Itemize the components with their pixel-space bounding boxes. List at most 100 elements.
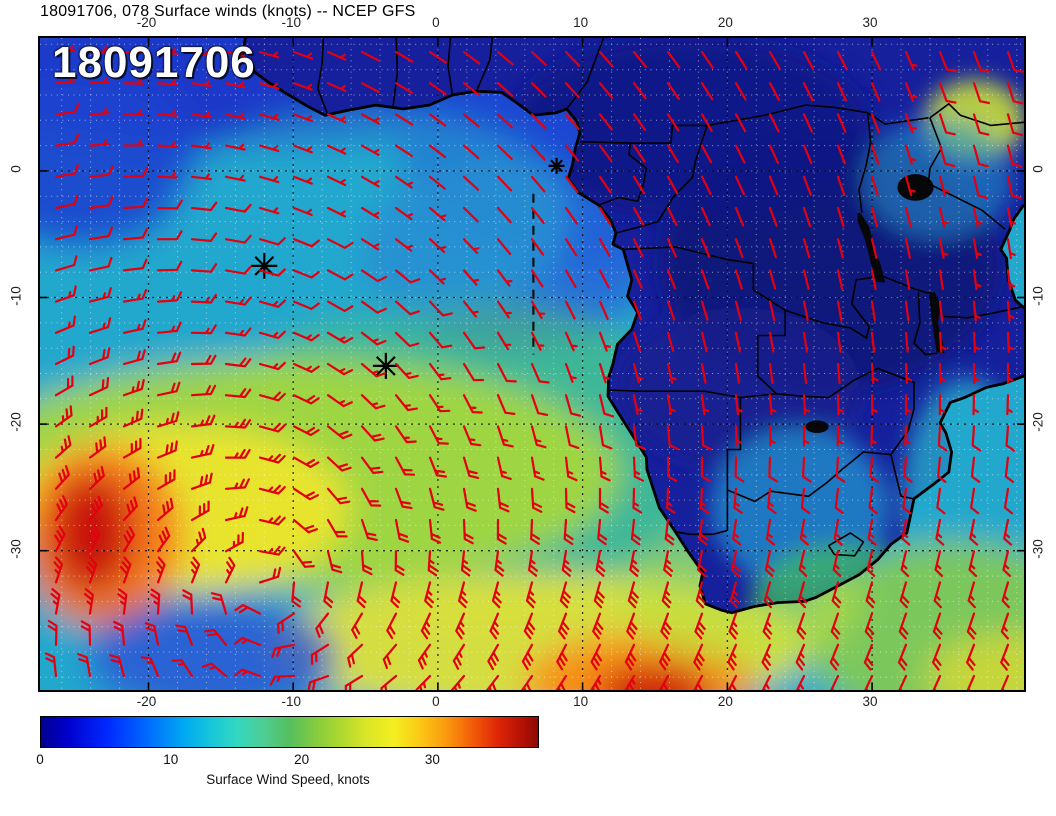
wind-barb	[660, 612, 672, 640]
wind-barb	[356, 581, 367, 609]
wind-barb	[901, 518, 911, 546]
wind-barb	[564, 425, 580, 449]
wind-barb	[666, 144, 679, 163]
wind-barb	[462, 362, 485, 382]
asterisk-marker	[251, 252, 278, 279]
wind-barb	[462, 238, 480, 255]
wind-barb	[866, 550, 876, 577]
wind-barb	[394, 50, 414, 63]
wind-barb	[292, 300, 320, 310]
wind-barb	[627, 581, 639, 609]
wind-barb	[699, 487, 710, 514]
wind-barb	[1006, 82, 1024, 105]
wind-barb	[307, 674, 330, 690]
wind-barb	[351, 612, 364, 639]
wind-barb	[496, 238, 512, 255]
map-overlay-runid: 18091706	[52, 38, 256, 87]
wind-barb	[938, 300, 944, 322]
wind-barb	[666, 113, 680, 132]
wind-barb	[868, 487, 878, 515]
wind-barb	[224, 143, 246, 151]
wind-barb	[496, 425, 514, 448]
colorbar-tick-label: 30	[424, 752, 440, 767]
wind-barb	[563, 518, 574, 546]
lat-tick-label-right: -30	[1030, 538, 1046, 559]
wind-barb	[564, 238, 578, 257]
wind-barb	[462, 50, 481, 65]
wind-barb	[972, 362, 980, 385]
wind-barb	[394, 300, 420, 316]
wind-barb	[870, 50, 882, 71]
wind-barb	[938, 394, 946, 416]
wind-barb	[530, 206, 545, 224]
wind-barb	[428, 206, 447, 222]
wind-barb	[530, 425, 547, 449]
wind-barb	[938, 238, 949, 259]
wind-barb	[360, 238, 380, 251]
wind-barb	[833, 518, 843, 546]
colorbar-tick-label: 10	[163, 752, 179, 767]
wind-barb	[54, 345, 75, 366]
wind-barb	[564, 206, 578, 225]
wind-barb	[394, 518, 410, 543]
wind-barb	[224, 234, 252, 244]
wind-barb	[88, 525, 101, 553]
wind-barb	[292, 144, 313, 154]
wind-barb	[88, 196, 114, 210]
wind-barb	[935, 518, 945, 546]
wind-barb	[258, 175, 280, 184]
wind-barb	[1006, 331, 1015, 353]
wind-barb	[972, 82, 990, 105]
wind-barb	[292, 331, 320, 342]
wind-barb	[802, 394, 811, 416]
wind-barb	[802, 425, 810, 447]
wind-barb	[156, 110, 179, 117]
wind-barb	[530, 487, 543, 513]
wind-barb	[796, 612, 807, 640]
wind-barb	[224, 418, 252, 429]
wind-barb	[224, 478, 250, 490]
wind-barb	[659, 643, 671, 671]
wind-barb	[258, 361, 286, 371]
wind-barb	[836, 238, 844, 259]
wind-barb	[360, 518, 378, 541]
wind-barb	[802, 50, 815, 70]
wind-barb	[117, 588, 128, 615]
wind-barb	[224, 112, 246, 120]
wind-barb	[870, 269, 877, 291]
wind-barb	[88, 256, 113, 272]
wind-barb	[88, 347, 111, 366]
wind-barb	[972, 331, 981, 353]
wind-barb	[156, 381, 181, 397]
wind-barb	[292, 487, 319, 501]
wind-barb	[970, 456, 981, 483]
wind-barb	[462, 175, 480, 191]
country-border	[756, 310, 787, 395]
wind-barb	[829, 643, 840, 671]
wind-barb	[394, 456, 416, 476]
wind-barb	[394, 144, 413, 158]
wind-barb	[258, 515, 286, 526]
wind-barb	[734, 456, 745, 483]
wind-barb	[326, 425, 353, 440]
wind-barb	[762, 612, 773, 640]
wind-barb	[394, 113, 414, 126]
wind-barb	[462, 331, 486, 350]
wind-barb	[904, 269, 911, 291]
wind-barb	[598, 362, 611, 384]
wind-speed-blob	[925, 633, 1024, 690]
wind-barb	[122, 109, 145, 116]
wind-barb	[632, 113, 647, 131]
wind-barb	[140, 656, 160, 678]
wind-barb	[390, 581, 401, 609]
wind-barb	[564, 456, 578, 482]
wind-barb	[632, 362, 644, 384]
wind-barb	[530, 144, 546, 161]
wind-barb	[224, 506, 249, 522]
wind-barb	[768, 144, 779, 164]
wind-barb	[462, 487, 477, 512]
wind-barb	[598, 269, 610, 289]
wind-barb	[700, 238, 711, 258]
wind-barb	[836, 144, 846, 165]
wind-barb	[932, 674, 942, 690]
